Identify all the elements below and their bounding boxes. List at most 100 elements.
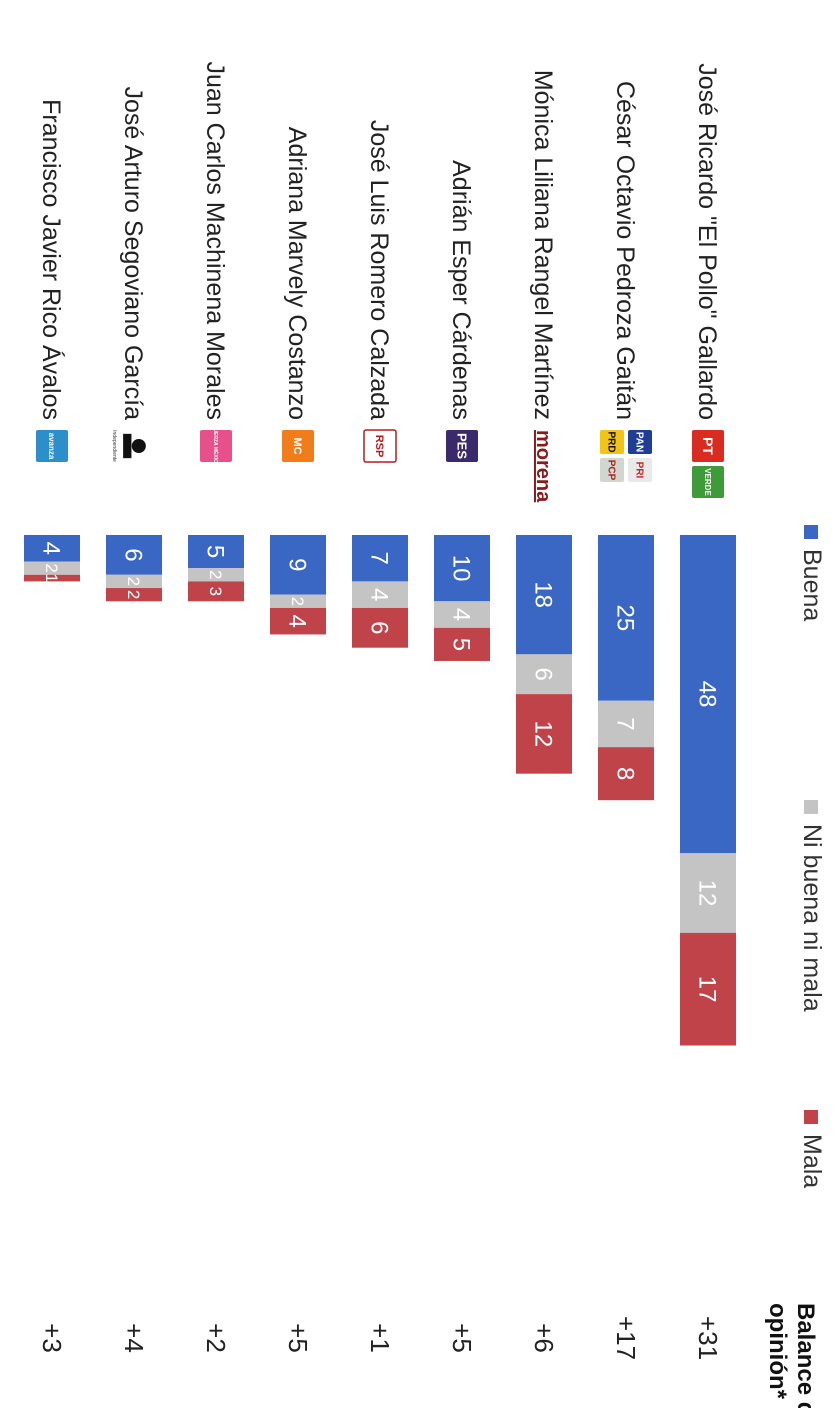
balance-value: +1 xyxy=(365,1323,395,1353)
balance-header-line2: opinión* xyxy=(764,1303,791,1400)
bar-segment-ni-buena-ni-mala xyxy=(270,594,326,608)
party-logo-mc xyxy=(282,430,314,462)
bar-segment-mala xyxy=(24,574,80,582)
balance-header-line1: Balance de xyxy=(792,1303,819,1408)
data-label-ni-buena-ni-mala: 2 xyxy=(206,570,225,579)
data-label-buena: 10 xyxy=(447,555,474,582)
data-label-mala: 12 xyxy=(529,721,556,748)
party-logo-pan xyxy=(628,430,652,454)
data-label-buena: 18 xyxy=(529,581,556,608)
party-logo-pan-text: PAN xyxy=(633,432,644,452)
candidate-name: Francisco Javier Rico Ávalos xyxy=(37,99,66,420)
party-logo-pes xyxy=(446,430,478,462)
party-logo-rsp-text: RSP xyxy=(373,435,385,458)
data-label-mala: 5 xyxy=(447,638,474,651)
legend-label-ni-buena-ni-mala: Ni buena ni mala xyxy=(798,824,826,1012)
data-label-ni-buena-ni-mala: 2 xyxy=(42,563,61,572)
data-label-buena: 25 xyxy=(611,605,638,632)
bar-segment-mala xyxy=(598,747,654,801)
balance-value: +17 xyxy=(611,1316,641,1360)
data-label-ni-buena-ni-mala: 2 xyxy=(124,577,143,586)
candidate-name: César Octavio Pedroza Gaitán xyxy=(611,81,639,420)
candidate-name: Juan Carlos Machinena Morales xyxy=(201,61,229,420)
balance-value: +2 xyxy=(201,1323,231,1353)
balance-value: +6 xyxy=(529,1323,559,1353)
data-label-mala: 8 xyxy=(611,767,638,780)
balance-value: +31 xyxy=(693,1316,723,1360)
bar-segment-buena xyxy=(24,535,80,562)
bar-segment-buena xyxy=(680,535,736,854)
party-logo-avanza-text: avanza xyxy=(47,433,56,460)
data-label-buena: 48 xyxy=(693,681,720,708)
party-logo-prd xyxy=(600,430,624,454)
bar-segment-mala xyxy=(106,588,162,602)
bar-segment-buena xyxy=(516,535,572,655)
bar-segment-mala xyxy=(270,607,326,635)
party-logo-verde-text: VERDE xyxy=(703,468,712,496)
candidate-name: Adrián Esper Cárdenas xyxy=(447,160,475,420)
data-label-ni-buena-ni-mala: 4 xyxy=(365,588,392,601)
party-logo-pt-text: PT xyxy=(700,437,716,455)
legend-swatch-buena xyxy=(804,525,818,539)
balance-value: +4 xyxy=(119,1323,149,1353)
bar-segment-buena xyxy=(106,535,162,575)
data-label-ni-buena-ni-mala: 7 xyxy=(611,717,638,730)
bar-segment-ni-buena-ni-mala xyxy=(352,581,408,608)
balance-value: +5 xyxy=(283,1323,313,1353)
data-label-buena: 9 xyxy=(283,558,310,571)
party-logo-pcp xyxy=(600,458,624,482)
bar-segment-buena xyxy=(188,535,244,569)
party-logo-verde xyxy=(692,466,724,498)
data-label-ni-buena-ni-mala: 6 xyxy=(529,668,556,681)
legend-label-buena: Buena xyxy=(798,549,826,621)
party-logo-pri-text: PRI xyxy=(633,462,644,479)
data-label-ni-buena-ni-mala: 4 xyxy=(447,608,474,621)
legend-swatch-ni-buena-ni-mala xyxy=(804,800,818,814)
bar-segment-mala xyxy=(188,581,244,602)
data-label-buena: 7 xyxy=(365,552,392,565)
bar-segment-mala xyxy=(680,932,736,1046)
independent-logo-base xyxy=(123,433,132,459)
bar-segment-mala xyxy=(352,607,408,648)
data-label-mala: 3 xyxy=(206,587,225,596)
party-logo-fuerza-mexico xyxy=(200,430,232,462)
party-logo-avanza xyxy=(36,430,68,462)
candidate-name: José Luis Romero Calzada xyxy=(365,120,393,420)
party-logo-fuerza-mexico-text: FUERZA MÉXICO xyxy=(212,425,220,466)
data-label-mala: 6 xyxy=(365,621,392,634)
party-logo-prd-text: PRD xyxy=(605,431,616,452)
bar-segment-buena xyxy=(598,535,654,701)
candidate-name: José Arturo Segoviano García xyxy=(119,86,147,420)
bar-segment-ni-buena-ni-mala xyxy=(680,853,736,933)
bar-segment-buena xyxy=(270,535,326,595)
legend-swatch-mala xyxy=(804,1110,818,1124)
bar-segment-buena xyxy=(352,535,408,582)
data-label-buena: 5 xyxy=(201,545,228,558)
party-logo-pri xyxy=(628,458,652,482)
bar-segment-ni-buena-ni-mala xyxy=(516,654,572,695)
independent-logo-head xyxy=(131,438,146,454)
balance-value: +3 xyxy=(37,1323,67,1353)
bar-segment-ni-buena-ni-mala xyxy=(434,601,490,628)
party-logo-rsp xyxy=(363,429,397,463)
balance-value: +5 xyxy=(447,1323,477,1353)
bar-segment-mala xyxy=(516,694,572,774)
bar-segment-ni-buena-ni-mala xyxy=(598,700,654,748)
candidate-name: José Ricardo "El Pollo" Gallardo xyxy=(693,63,721,420)
party-logo-morena: morena xyxy=(532,430,554,503)
bar-segment-ni-buena-ni-mala xyxy=(188,568,244,582)
data-label-mala: 2 xyxy=(124,590,143,599)
party-logo-pes-text: PES xyxy=(454,433,469,459)
candidate-name: Adriana Marvely Costanzo xyxy=(283,127,311,420)
candidate-name: Mónica Liliana Rangel Martínez xyxy=(529,70,557,420)
data-label-mala: 1 xyxy=(42,573,61,582)
bar-segment-mala xyxy=(434,627,490,661)
data-label-ni-buena-ni-mala: 12 xyxy=(693,880,720,907)
data-label-ni-buena-ni-mala: 2 xyxy=(288,597,307,606)
legend-label-mala: Mala xyxy=(798,1134,826,1188)
bar-segment-ni-buena-ni-mala xyxy=(106,574,162,589)
independent-logo-text: Independiente xyxy=(111,430,117,462)
data-label-buena: 4 xyxy=(37,542,64,555)
